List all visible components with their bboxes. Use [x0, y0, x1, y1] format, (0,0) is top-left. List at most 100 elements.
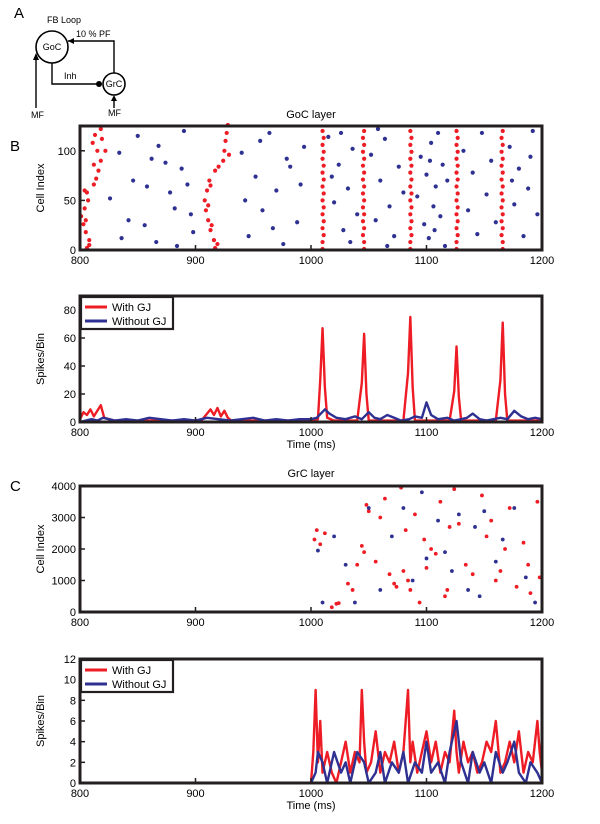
goc-raster-with-gj-point: [83, 230, 88, 235]
grc-raster-without-gj-point: [366, 506, 371, 510]
goc-raster-with-gj-point: [360, 177, 366, 182]
goc-raster-with-gj-point: [454, 170, 459, 175]
goc-raster-with-gj-point: [320, 128, 325, 134]
goc-hist-legend-label-without-gj: Without GJ: [112, 316, 166, 328]
grc-raster-with-gj-point: [424, 566, 429, 570]
goc-raster-without-gj-point: [401, 190, 406, 195]
grc-raster-without-gj-point: [389, 534, 394, 539]
grc-hist-x-tick-label: 1000: [299, 788, 323, 800]
goc-raster-with-gj-point: [321, 233, 326, 238]
goc-raster-with-gj-point: [223, 138, 228, 143]
goc-hist-x-tick-label: 1100: [415, 427, 439, 439]
goc-raster-without-gj-point: [149, 156, 154, 161]
goc-raster-with-gj-point: [83, 218, 88, 223]
grc-raster-with-gj-point: [417, 600, 422, 605]
goc-raster-without-gj-point: [107, 196, 113, 201]
grc-raster-with-gj-point: [394, 584, 399, 589]
grc-raster-without-gj-point: [500, 537, 505, 542]
grc-raster-with-gj-point: [463, 562, 468, 567]
goc-raster-with-gj-point: [222, 148, 227, 153]
goc-raster-with-gj-point: [224, 130, 229, 136]
grc-raster-with-gj-point: [484, 534, 489, 539]
grc-raster-with-gj-point: [378, 515, 383, 520]
goc-raster-without-gj-point: [267, 130, 272, 136]
goc-raster-without-gj-point: [345, 186, 351, 191]
goc-raster-without-gj-point: [179, 166, 184, 171]
goc-raster-without-gj-point: [156, 143, 161, 148]
goc-raster-without-gj-point: [433, 184, 438, 189]
grc-raster-without-gj-point: [450, 569, 454, 573]
goc-raster-with-gj-point: [409, 177, 414, 182]
goc-raster-without-gj-point: [298, 182, 303, 187]
grc-raster-with-gj-point: [521, 540, 526, 545]
goc-raster-with-gj-point: [408, 128, 413, 134]
grc-node-label: GrC: [106, 79, 123, 89]
goc-raster-without-gj-point: [284, 156, 289, 161]
goc-raster-with-gj-point: [202, 198, 207, 203]
grc-raster-with-gj-point: [362, 550, 367, 555]
goc-raster-with-gj-point: [500, 226, 505, 231]
goc-raster-without-gj-point: [382, 136, 388, 141]
goc-raster-with-gj-point: [499, 205, 504, 210]
goc-raster-with-gj-point: [454, 226, 459, 231]
goc-raster-without-gj-point: [392, 234, 397, 239]
goc-hist-y-tick-label: 40: [64, 361, 76, 373]
goc-raster-without-gj-point: [295, 220, 300, 225]
grc-raster-with-gj-point: [373, 559, 378, 564]
goc-raster-without-gj-point: [396, 164, 401, 169]
goc-raster-with-gj-point: [454, 239, 459, 245]
goc-raster-without-gj-point: [535, 212, 540, 217]
goc-raster-without-gj-point: [493, 220, 498, 225]
goc-hist-y-tick-label: 60: [64, 333, 76, 345]
goc-raster-without-gj-point: [489, 158, 494, 163]
goc-raster-with-gj-point: [408, 142, 413, 147]
goc-raster-without-gj-point: [274, 188, 279, 193]
grc-raster-with-gj-point: [366, 509, 371, 514]
panel-letter-a: A: [14, 5, 24, 22]
goc-histogram-chart: 800 900 1000 1100 1200 0 20 40 60 80 Time (ms) Spik…: [35, 294, 554, 451]
goc-raster-with-gj-point: [211, 237, 217, 243]
grc-hist-legend-box: [79, 658, 175, 694]
grc-raster-without-gj-point: [493, 559, 498, 564]
goc-raster-with-gj-point: [409, 219, 414, 224]
grc-raster-with-gj-point: [443, 594, 447, 599]
goc-raster-without-gj-point: [512, 202, 517, 207]
goc-raster-with-gj-point: [82, 188, 87, 193]
grc-raster-without-gj-point: [424, 556, 429, 561]
mf-right-label: MF: [108, 108, 121, 118]
goc-raster-chart: GoC layer 800 900 1000 1100 1200 0 50 100 Cell In…: [35, 109, 554, 267]
grc-hist-legend-label-without-gj: Without GJ: [112, 679, 166, 691]
goc-raster-without-gj-point: [528, 154, 533, 159]
goc-raster-with-gj-point: [103, 148, 108, 153]
grc-raster-with-gj-point: [498, 569, 503, 573]
goc-hist-y-tick-label: 80: [64, 305, 76, 317]
grc-hist-y-tick-label: 12: [64, 654, 76, 666]
grc-raster-y-tick-label: 4000: [52, 481, 76, 493]
goc-raster-with-gj-point: [320, 198, 325, 203]
goc-raster-without-gj-point: [415, 194, 420, 199]
goc-raster-without-gj-point: [431, 204, 436, 209]
goc-hist-legend-box: [79, 295, 175, 331]
grc-raster-without-gj-point: [523, 575, 528, 580]
diagram-title: FB Loop: [47, 15, 81, 25]
goc-raster-with-gj-point: [362, 198, 367, 203]
grc-raster-with-gj-point: [480, 493, 484, 498]
goc-hist-legend-label-with-gj: With GJ: [112, 302, 151, 314]
goc-raster-without-gj-point: [336, 162, 341, 167]
grc-raster-with-gj-point: [470, 572, 475, 577]
grc-raster-without-gj-point: [320, 600, 325, 605]
goc-raster-with-gj-point: [362, 184, 367, 189]
grc-raster-with-gj-point: [346, 581, 350, 586]
goc-raster-with-gj-point: [455, 177, 460, 182]
goc-raster-with-gj-point: [90, 140, 95, 145]
grc-raster-title: GrC layer: [287, 468, 334, 480]
goc-raster-with-gj-point: [206, 203, 211, 208]
goc-raster-with-gj-point: [213, 168, 218, 173]
grc-raster-without-gj-point: [401, 506, 406, 510]
goc-raster-without-gj-point: [432, 228, 437, 233]
grc-raster-with-gj-point: [406, 578, 410, 583]
goc-raster-y-axis-label: Cell Index: [35, 163, 47, 212]
grc-raster-with-gj-point: [350, 588, 355, 592]
goc-hist-without-gj-line: [79, 401, 543, 424]
grc-raster-y-tick-label: 0: [70, 607, 76, 619]
